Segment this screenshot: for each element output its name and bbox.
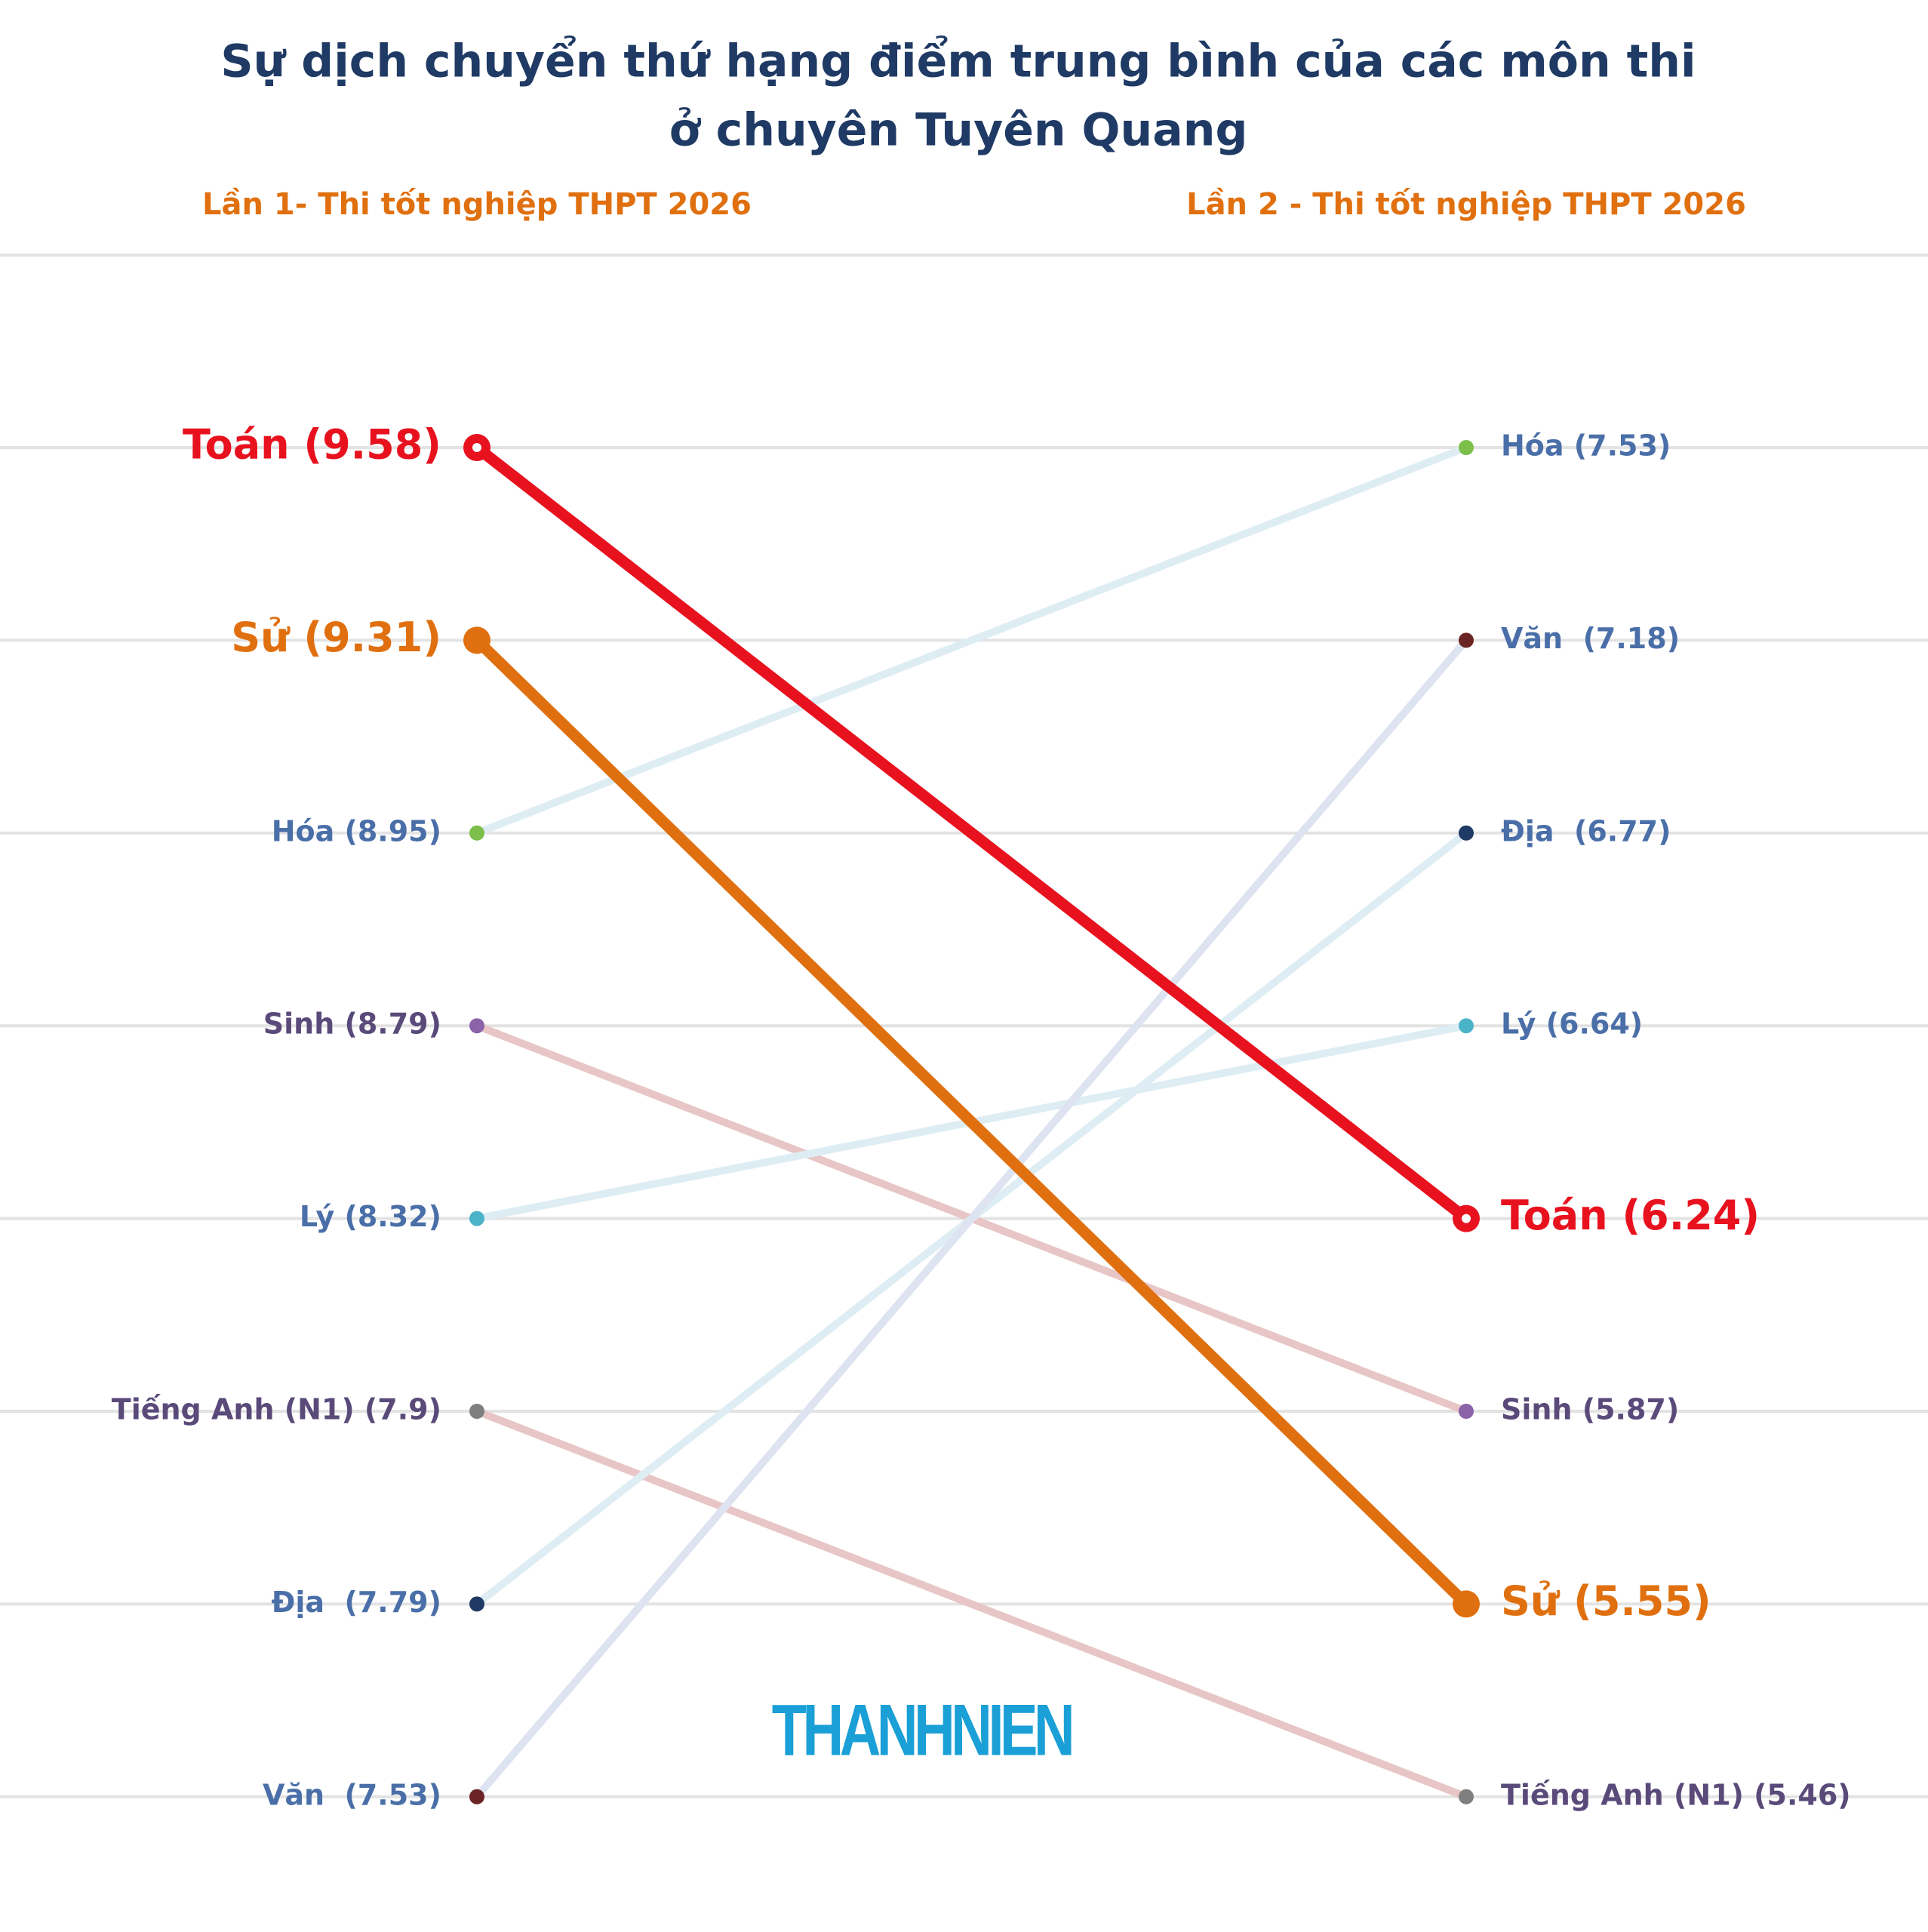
chart-title: Sự dịch chuyển thứ hạng điểm trung bình …: [220, 35, 1696, 88]
value-label: Sử (9.31): [231, 614, 441, 661]
marker: [469, 1018, 484, 1034]
chart-title: ở chuyên Tuyên Quang: [669, 104, 1248, 157]
marker: [1459, 1789, 1474, 1804]
slope-line: [475, 444, 1468, 837]
marker-center: [472, 443, 481, 452]
value-label: Địa (6.77): [1501, 814, 1671, 848]
slope-line: [473, 443, 1470, 1223]
value-label: Sinh (8.79): [263, 1008, 441, 1041]
marker: [1459, 440, 1474, 455]
value-label: Văn (7.53): [263, 1778, 441, 1811]
slope-line: [472, 636, 1471, 1608]
marker: [1459, 1404, 1474, 1419]
value-label: Sinh (5.87): [1501, 1393, 1679, 1426]
value-label: Địa (7.79): [272, 1586, 441, 1619]
marker: [469, 1211, 484, 1226]
marker: [469, 825, 484, 841]
value-label: Tiếng Anh (N1) (5.46): [1501, 1778, 1851, 1811]
slope-line: [474, 638, 1469, 1800]
value-label: Văn (7.18): [1501, 622, 1680, 655]
marker: [463, 626, 490, 654]
marker: [1459, 1018, 1474, 1034]
value-label: Lý (8.32): [300, 1200, 441, 1233]
value-label: Toán (9.58): [183, 421, 441, 469]
marker: [469, 1596, 484, 1612]
marker: [1459, 825, 1474, 841]
value-label: Lý (6.64): [1501, 1008, 1643, 1041]
value-label: Tiếng Anh (N1) (7.9): [112, 1393, 441, 1426]
marker: [469, 1789, 484, 1804]
value-label: Sử (5.55): [1501, 1577, 1711, 1625]
value-label: Hóa (8.95): [272, 814, 441, 848]
marker: [469, 1404, 484, 1419]
value-label: Toán (6.24): [1501, 1192, 1760, 1239]
column-header: Lần 2 - Thi tốt nghiệp THPT 2026: [1186, 187, 1746, 222]
logo: THANHNIEN: [772, 1690, 1072, 1771]
value-label: Hóa (7.53): [1501, 429, 1671, 463]
marker: [1459, 632, 1474, 648]
marker: [1453, 1590, 1480, 1618]
marker-center: [1462, 1214, 1471, 1223]
column-header: Lần 1- Thi tốt nghiệp THPT 2026: [202, 187, 752, 222]
